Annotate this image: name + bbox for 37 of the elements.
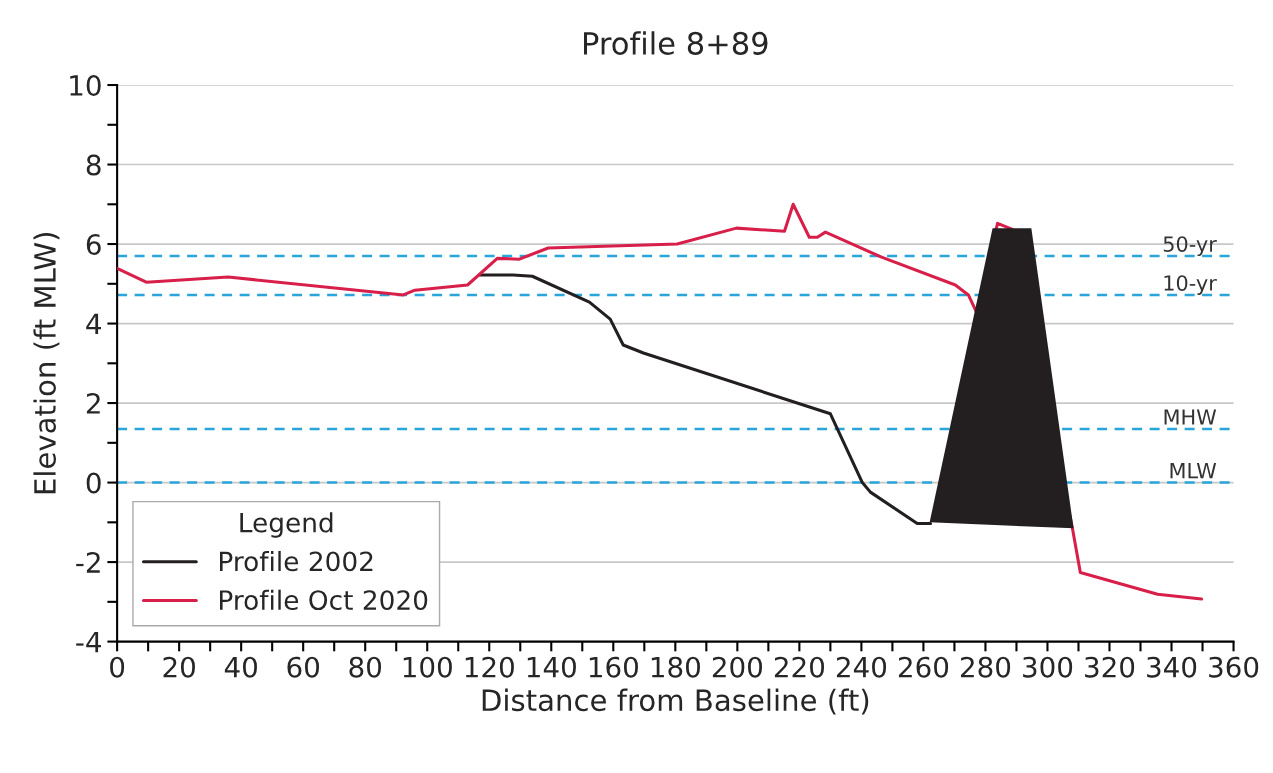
y-tick-label: 10 [70,74,101,96]
y-tick-label: 2 [86,393,100,414]
ref-line-label: 10-yr [1164,275,1217,295]
x-tick-label: 160 [589,656,638,678]
x-tick-label: 80 [349,656,382,678]
chart-title: Profile 8+89 [584,31,768,55]
x-tick-label: 260 [898,656,949,678]
x-tick-label: 120 [465,656,514,678]
x-axis-title: Distance from Baseline (ft) [482,688,869,715]
x-tick-label: 220 [774,656,825,678]
x-tick-label: 360 [1209,656,1259,678]
x-tick-label: 140 [527,656,576,678]
legend-label: Profile 2002 [219,550,373,572]
x-tick-label: 200 [712,656,763,678]
legend-title: Legend [240,512,333,538]
x-tick-label: 20 [163,656,195,678]
legend-label: Profile Oct 2020 [219,589,428,611]
ref-line-label: MHW [1164,409,1217,425]
x-tick-label: 240 [836,656,887,678]
ref-line-label: MLW [1170,463,1217,479]
y-tick-label: -4 [76,631,101,653]
y-tick-label: 4 [86,313,101,335]
x-tick-label: 300 [1023,656,1073,678]
ref-line-label: 50-yr [1163,236,1217,256]
y-tick-label: 8 [86,154,101,176]
y-tick-label: 0 [86,472,101,494]
x-tick-label: 280 [960,656,1011,678]
x-tick-label: 180 [651,656,700,678]
x-tick-label: 320 [1085,656,1135,678]
y-tick-label: 6 [86,233,101,255]
x-tick-label: 0 [110,656,125,678]
x-tick-label: 100 [403,656,452,678]
x-tick-label: 60 [287,656,320,678]
x-tick-label: 340 [1147,656,1197,678]
x-tick-label: 40 [224,656,257,678]
y-tick-label: -2 [76,552,100,573]
y-axis-title: Elevation (ft MLW) [33,233,60,494]
